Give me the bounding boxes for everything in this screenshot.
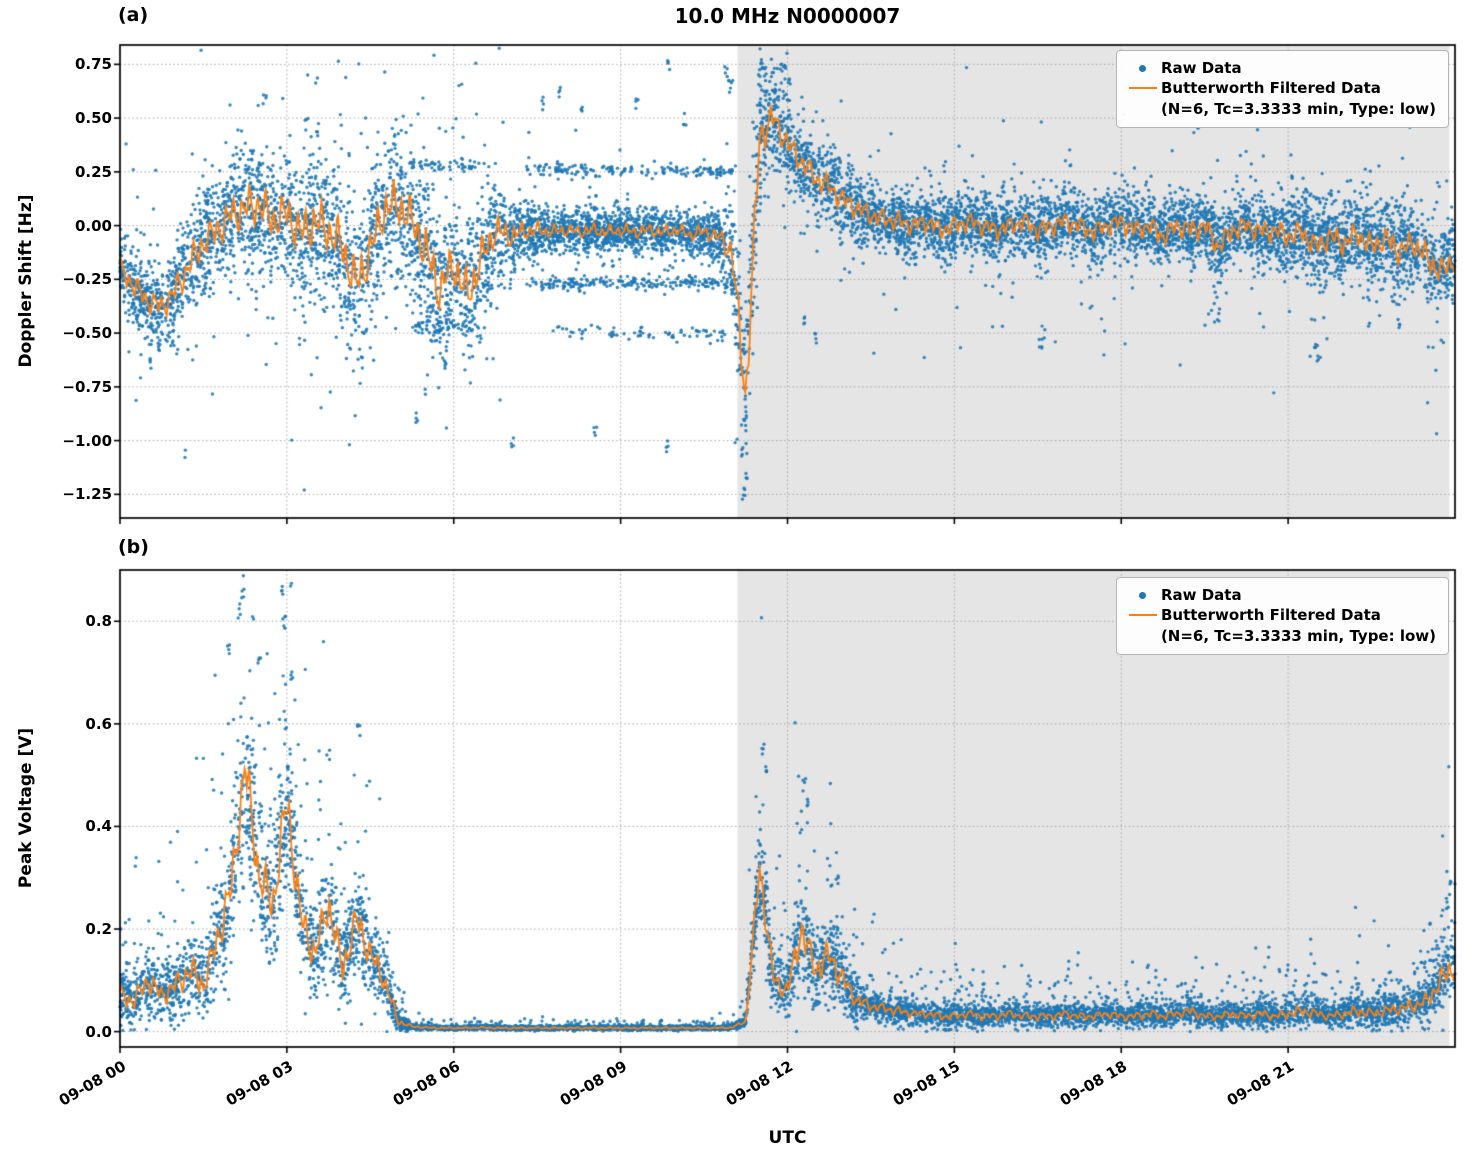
raw-data-marker-icon <box>1125 64 1161 72</box>
legend-filtered-params: (N=6, Tc=3.3333 min, Type: low) <box>1160 99 1436 118</box>
chart-title: 10.0 MHz N0000007 <box>674 4 901 28</box>
panel-a-tag: (a) <box>118 4 149 26</box>
legend-raw-label: Raw Data <box>1160 59 1242 77</box>
panel-a-legend: Raw Data Butterworth Filtered Data (N=6,… <box>1115 50 1449 128</box>
legend-filtered-label: Butterworth Filtered Data <box>1160 606 1381 625</box>
y-tick-label: 0.4 <box>85 817 112 836</box>
filtered-line-marker-icon <box>1125 614 1161 617</box>
y-tick-label: 0.6 <box>85 714 112 733</box>
y-tick-label: 0.75 <box>74 55 112 74</box>
y-tick-label: 0.2 <box>85 920 112 939</box>
y-tick-label: −0.75 <box>62 377 112 396</box>
legend-raw-entry: Raw Data <box>1125 585 1436 605</box>
y-tick-label: 0.50 <box>74 109 112 128</box>
panel-a-ylabel: Doppler Shift [Hz] <box>16 194 36 368</box>
legend-filtered-entry: Butterworth Filtered Data <box>1125 605 1436 625</box>
y-tick-label: −1.00 <box>62 431 112 450</box>
raw-data-marker-icon <box>1125 591 1161 599</box>
y-tick-label: 0.00 <box>74 216 112 235</box>
filtered-line-marker-icon <box>1125 87 1161 90</box>
y-tick-label: 0.8 <box>85 612 112 631</box>
y-tick-label: −0.50 <box>62 324 112 343</box>
y-tick-label: −0.25 <box>62 270 112 289</box>
panel-b-ylabel: Peak Voltage [V] <box>16 727 36 889</box>
panel-b-tag: (b) <box>118 536 149 558</box>
y-tick-label: 0.25 <box>74 162 112 181</box>
legend-filtered-label: Butterworth Filtered Data <box>1160 79 1381 98</box>
legend-filtered-entry: Butterworth Filtered Data <box>1125 78 1436 98</box>
y-tick-label: −1.25 <box>62 485 112 504</box>
x-axis-label: UTC <box>768 1128 807 1148</box>
legend-raw-label: Raw Data <box>1160 586 1242 604</box>
panel-b-legend: Raw Data Butterworth Filtered Data (N=6,… <box>1115 577 1449 655</box>
y-tick-label: 0.0 <box>85 1022 112 1041</box>
legend-raw-entry: Raw Data <box>1125 58 1436 78</box>
legend-filtered-params: (N=6, Tc=3.3333 min, Type: low) <box>1160 626 1436 645</box>
